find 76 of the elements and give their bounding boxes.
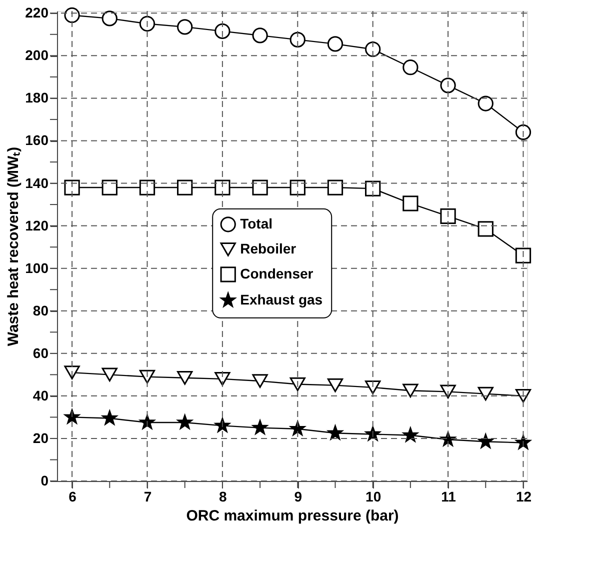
point <box>516 434 531 450</box>
x-tick-label: 11 <box>441 488 456 504</box>
point <box>402 384 418 398</box>
point <box>478 386 494 401</box>
y-tick-label: 60 <box>32 344 49 361</box>
y-tick-label: 120 <box>25 217 49 234</box>
point <box>402 427 418 442</box>
point <box>139 16 156 32</box>
point <box>102 410 118 425</box>
point <box>402 60 418 76</box>
point <box>478 221 494 237</box>
point <box>102 368 118 382</box>
y-tick-label: 220 <box>25 4 49 21</box>
legend-label: Total <box>240 215 273 232</box>
point <box>177 414 192 429</box>
x-tick-label: 12 <box>516 488 532 504</box>
point <box>290 421 306 436</box>
point <box>64 180 80 196</box>
point <box>64 7 80 24</box>
point <box>102 10 118 26</box>
y-tick-label: 200 <box>25 47 49 64</box>
point <box>214 23 230 40</box>
point <box>478 96 494 112</box>
point <box>177 370 193 385</box>
point <box>365 41 381 58</box>
point <box>365 180 381 196</box>
point <box>214 372 230 386</box>
y-tick-label: 40 <box>32 387 49 404</box>
point <box>252 180 268 196</box>
point <box>177 180 193 196</box>
x-axis-title: ORC maximum pressure (bar) <box>186 508 399 524</box>
point <box>214 180 230 196</box>
point <box>515 389 532 403</box>
point <box>515 248 532 264</box>
point <box>327 378 344 392</box>
point <box>177 19 193 35</box>
point <box>327 36 344 52</box>
point <box>440 78 456 94</box>
x-tick-label: 8 <box>219 488 228 504</box>
x-tick-label: 9 <box>294 488 302 504</box>
x-tick-label: 10 <box>366 488 382 504</box>
point <box>365 426 380 441</box>
point <box>440 208 456 224</box>
y-tick-label: 140 <box>25 174 49 191</box>
point <box>252 420 268 434</box>
y-tick-label: 100 <box>25 260 49 276</box>
y-tick-label: 0 <box>40 472 49 488</box>
y-tick-label: 80 <box>32 302 49 318</box>
point <box>365 380 381 394</box>
point <box>139 370 156 384</box>
point <box>64 409 80 424</box>
point <box>102 180 118 196</box>
x-tick-label: 7 <box>144 488 152 504</box>
y-tick-label: 160 <box>25 132 49 148</box>
point <box>252 28 268 44</box>
y-axis-title: Waste heat recovered (MWₜ) <box>5 146 22 346</box>
point <box>214 418 230 432</box>
point <box>478 434 494 448</box>
point <box>328 425 343 440</box>
point <box>290 180 306 196</box>
x-tick-label: 6 <box>68 488 77 504</box>
point <box>515 124 532 140</box>
y-tick-label: 20 <box>32 430 49 446</box>
point <box>64 366 80 380</box>
y-tick-label: 180 <box>25 90 49 106</box>
point <box>290 32 306 48</box>
point <box>440 384 456 399</box>
legend-label: Exhaust gas <box>240 291 323 308</box>
point <box>290 377 306 392</box>
point <box>140 414 155 429</box>
point <box>252 374 268 388</box>
point <box>402 196 418 212</box>
legend-label: Condenser <box>240 265 314 282</box>
point <box>327 180 344 196</box>
point <box>139 180 156 196</box>
legend-label: Reboiler <box>240 240 297 256</box>
